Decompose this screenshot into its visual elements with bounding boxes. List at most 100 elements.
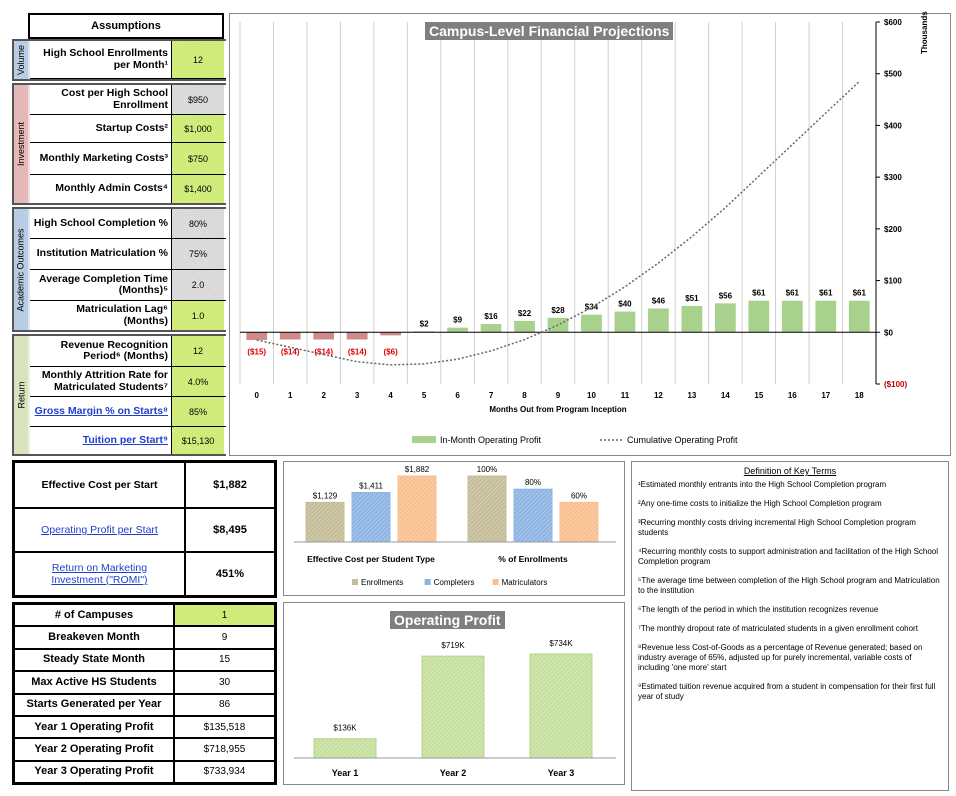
assumption-row: High School Enrollments per Month¹ 12 [30,41,226,79]
summary-value: 15 [174,648,275,672]
x-tick-label: 13 [687,391,696,400]
kpi-value: $1,882 [185,462,275,508]
bar-data-label: ($14) [348,347,367,356]
op-bar [421,655,485,759]
cost-bar-label: $1,411 [359,482,383,491]
y-tick-label: $500 [884,70,902,79]
op-bar-label: $719K [441,641,465,650]
assumption-label: Revenue Recognition Period⁶ (Months) [30,336,172,366]
profit-bar [815,300,837,333]
summary-label: # of Campuses [14,604,174,627]
assumption-row: Revenue Recognition Period⁶ (Months) 12 [30,336,226,367]
definition-item: ³Recurring monthly costs driving increme… [638,518,916,538]
assumption-label: Startup Costs² [30,115,172,142]
op-bar [313,738,377,759]
bar-data-label: $16 [484,312,498,321]
kpi-table: Effective Cost per Start $1,882 Operatin… [12,460,277,598]
x-tick-label: 9 [556,391,561,400]
y-tick-label: $0 [884,328,893,337]
y-tick-label: ($100) [884,380,907,389]
assumption-label: Average Completion Time (Months)⁵ [30,270,172,300]
assumption-input[interactable]: 12 [172,41,224,78]
assumption-label: Monthly Admin Costs⁴ [30,175,172,203]
op-bar [529,653,593,759]
assumption-row: Monthly Marketing Costs³ $750 [30,143,226,175]
cumulative-line [256,80,860,366]
cost-bar-label: $1,129 [313,491,338,500]
summary-label: Starts Generated per Year [14,693,174,716]
cost-chart-panel: $1,129 $1,411 $1,882 Effective Cost per Stu… [283,461,625,596]
bar-data-label: ($14) [281,347,300,356]
definition-item: ²Any one-time costs to initialize the Hi… [638,499,882,509]
summary-value: 30 [174,671,275,694]
gross-margin-link[interactable]: Gross Margin % on Starts⁸ [34,404,168,417]
definition-item: ⁵The average time between completion of … [638,576,940,596]
section-investment: Investment Cost per High School Enrollme… [12,83,226,205]
cost-bar-label: 60% [571,491,587,500]
summary-value: $135,518 [174,715,275,739]
profit-bar [447,327,468,333]
summary-label: Steady State Month [14,648,174,672]
main-chart: $600 $500 $400 $300 $200 $100 $0 ($100) ($15) 0 ($… [239,18,907,445]
assumption-row: Institution Matriculation % 75% [30,239,226,270]
assumption-input[interactable]: $15,130 [172,427,224,454]
assumption-label: High School Enrollments per Month¹ [30,41,172,78]
x-tick-label: 0 [255,391,260,400]
summary-label: Year 3 Operating Profit [14,760,174,783]
bar-data-label: $28 [551,306,565,315]
assumption-label: Monthly Marketing Costs³ [30,143,172,174]
thousands-label: Thousands [920,11,929,54]
assumption-input[interactable]: 85% [172,397,224,426]
definition-item: ⁷The monthly dropout rate of matriculate… [638,624,918,634]
assumption-input[interactable]: $1,400 [172,175,224,203]
romi-link[interactable]: Return on Marketing Investment ("ROMI") [51,562,148,586]
assumption-input[interactable]: 12 [172,336,224,366]
section-return: Return Revenue Recognition Period⁶ (Mont… [12,334,226,456]
assumption-input[interactable]: $1,000 [172,115,224,142]
bar-data-label: $61 [819,289,833,298]
x-tick-label: 18 [855,391,864,400]
bar-data-label: $61 [752,289,766,298]
bar-data-label: $61 [853,289,867,298]
tuition-link[interactable]: Tuition per Start⁹ [82,433,168,446]
op-category-label: Year 1 [332,768,359,778]
assumptions-header: Assumptions [28,13,224,39]
definition-item: ¹Estimated monthly entrants into the Hig… [638,480,887,490]
x-tick-label: 5 [422,391,427,400]
x-tick-label: 16 [788,391,797,400]
bar-data-label: $2 [420,319,429,328]
bar-data-label: ($6) [384,347,399,356]
section-volume-label: Volume [16,44,26,76]
main-chart-title: Campus-Level Financial Projections [425,22,674,40]
assumption-row: Tuition per Start⁹ $15,130 [30,427,226,454]
bar-data-label: $51 [685,294,699,303]
legend-label: Cumulative Operating Profit [627,435,738,445]
op-bar-label: $734K [549,639,573,648]
cost-bar [513,488,553,543]
profit-bar [380,332,402,336]
assumption-label: Cost per High School Enrollment [30,85,172,114]
summary-label: Year 2 Operating Profit [14,738,174,761]
bar-data-label: $40 [618,300,632,309]
y-tick-label: $100 [884,277,902,286]
cost-bar-label: 80% [525,478,541,487]
assumption-row: Startup Costs² $1,000 [30,115,226,143]
profit-bar [279,332,301,340]
cost-bar-label: $1,882 [405,465,430,474]
definition-item: ⁸Revenue less Cost-of-Goods as a percent… [638,643,923,673]
assumption-input[interactable]: 4.0% [172,367,224,396]
op-category-label: Year 2 [440,768,467,778]
assumption-input[interactable]: 1.0 [172,301,224,330]
assumption-label: Monthly Attrition Rate for Matriculated … [30,367,172,396]
bar-data-label: $46 [652,296,666,305]
assumption-input[interactable]: $750 [172,143,224,174]
summary-value: $733,934 [174,760,275,783]
section-return-label: Return [16,381,27,409]
assumption-row: Matriculation Lag⁶ (Months) 1.0 [30,301,226,330]
assumption-value: 75% [172,239,224,269]
assumption-value: 2.0 [172,270,224,300]
operating-profit-link[interactable]: Operating Profit per Start [41,524,158,536]
kpi-label: Return on Marketing Investment ("ROMI") [14,552,185,596]
campuses-input[interactable]: 1 [174,604,275,627]
legend2-label: Enrollments [361,578,403,587]
